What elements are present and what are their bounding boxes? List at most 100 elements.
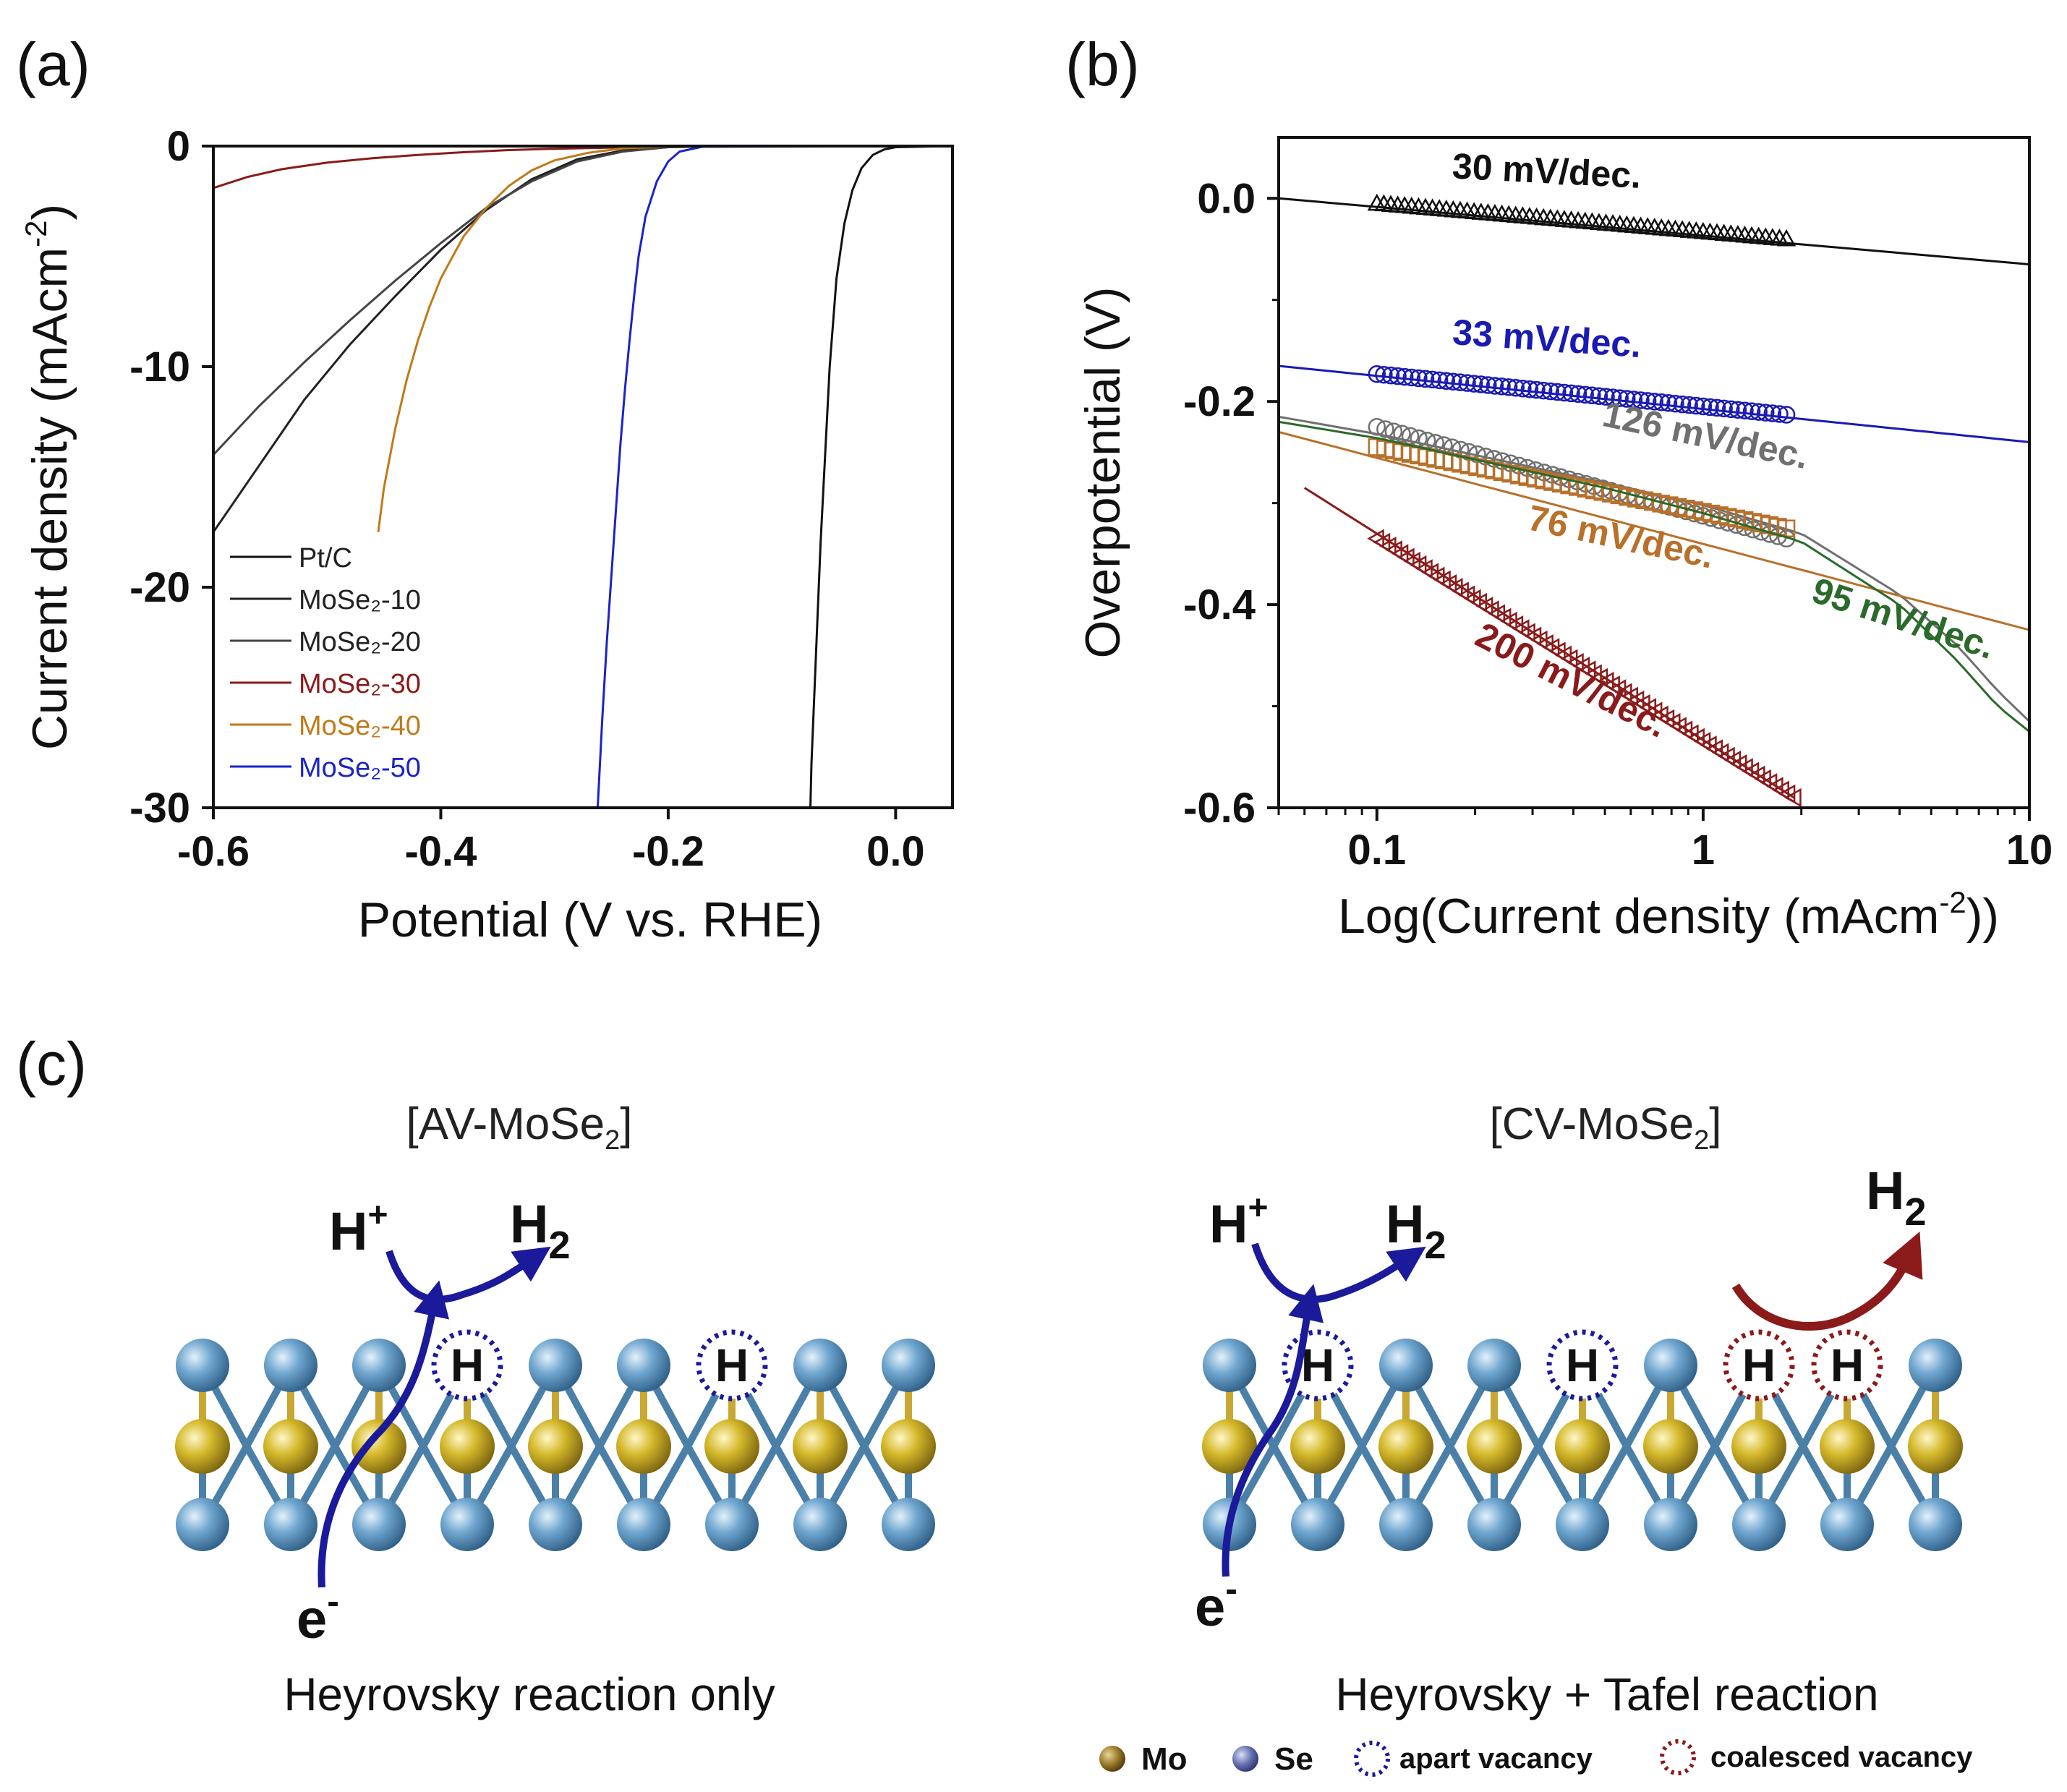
schematic-legend: Mo Se apart vacancy coalesced vacancy (1099, 1739, 1973, 1777)
marker-2 (1548, 383, 1567, 401)
right-caption: Heyrovsky + Tafel reaction (1335, 1668, 1878, 1720)
marker-2 (1389, 367, 1407, 385)
adsorbed-h-label: H (1566, 1339, 1599, 1391)
marker-2 (1423, 370, 1441, 389)
apart-vacancy (696, 1329, 768, 1401)
marker-3 (1384, 422, 1403, 440)
x-tick-label-b: 1 (1692, 827, 1715, 874)
se-atom-top (1203, 1339, 1256, 1392)
marker-2 (1590, 387, 1608, 405)
marker-2 (1750, 403, 1768, 421)
slope-annotation-6: 200 mV/dec. (1470, 615, 1674, 746)
marker-2 (1611, 389, 1629, 407)
mo-atom (1467, 1419, 1522, 1474)
se-atom-bottom (352, 1498, 406, 1551)
legend-label-a: MoSe₂-40 (299, 711, 421, 741)
y-tick-label-b: -0.2 (1183, 378, 1256, 425)
x-tick-label-a: -0.4 (404, 828, 477, 875)
se-atom-top (352, 1339, 406, 1392)
x-tick-label-b: 10 (2006, 827, 2053, 874)
marker-2 (1416, 370, 1435, 388)
marker-2 (1603, 388, 1622, 406)
slope-annotation-5: 95 mV/dec. (1807, 570, 2000, 667)
se-atom-bottom (1909, 1498, 1962, 1551)
marker-2 (1624, 391, 1643, 409)
marker-2 (1583, 386, 1601, 405)
x-axis-label-b-close: )) (1966, 889, 1999, 944)
fit-line-5 (1279, 420, 2029, 733)
mo-atom (1555, 1419, 1610, 1474)
left-caption: Heyrovsky reaction only (284, 1668, 775, 1720)
se-atom-top (1909, 1339, 1962, 1392)
apart-vacancy-legend-icon (1354, 1741, 1390, 1777)
apart-vacancy (431, 1329, 503, 1401)
marker-2 (1520, 380, 1539, 398)
se-atom-top (882, 1339, 935, 1392)
mo-atom (881, 1419, 936, 1474)
se-atom-bottom (529, 1498, 582, 1551)
x-tick-label-a: -0.2 (632, 828, 704, 875)
y-tick-label-b: -0.4 (1183, 581, 1256, 628)
marker-2 (1430, 371, 1449, 390)
panel-label-a: (a) (16, 30, 90, 98)
marker-1 (1776, 229, 1797, 247)
marker-2 (1618, 390, 1636, 408)
adsorbed-h-label: H (1831, 1339, 1864, 1391)
mo-atom (1202, 1419, 1257, 1474)
marker-2 (1499, 378, 1518, 396)
se-atom-bottom (1291, 1498, 1344, 1551)
se-atom-bottom (176, 1498, 229, 1551)
marker-2 (1666, 394, 1684, 413)
marker-2 (1444, 372, 1462, 391)
coalesced-vacancy (1723, 1329, 1795, 1401)
marker-2 (1381, 366, 1400, 385)
se-atom-bottom (617, 1498, 670, 1551)
mo-legend-label: Mo (1141, 1741, 1188, 1777)
legend-label-a: MoSe₂-30 (299, 669, 421, 699)
adsorbed-h-label: H (451, 1339, 484, 1391)
x-tick-label-a: -0.6 (177, 828, 250, 875)
heyrovsky-arrow-left (385, 1246, 551, 1303)
x-axis-label-b-sup: -2 (1939, 885, 1966, 919)
marker-3 (1368, 418, 1386, 436)
marker-2 (1680, 396, 1698, 414)
marker-2 (1701, 398, 1719, 417)
mo-atom (1731, 1419, 1786, 1474)
electron-arrow-right (1222, 1284, 1324, 1577)
coalesced-vacancy (1811, 1329, 1883, 1401)
mo-atom (793, 1419, 848, 1474)
y-tick-label-b: -0.6 (1183, 785, 1256, 832)
right-h2-label: H2 (1386, 1194, 1446, 1267)
mo-atom (616, 1419, 671, 1474)
marker-2 (1708, 398, 1726, 417)
mo-atom (1378, 1419, 1433, 1474)
marker-2 (1653, 393, 1671, 411)
se-atom-bottom (1467, 1498, 1521, 1551)
marker-2 (1722, 400, 1740, 419)
plot-frame-a (212, 145, 954, 809)
mo-atom (1290, 1419, 1345, 1474)
chart-b: 0.1 1 10 0.0 -0.2 -0.4 -0.6 Log(Current density… (1075, 136, 2053, 944)
y-tick-label-a: -20 (129, 564, 190, 611)
mo-atom (1643, 1419, 1698, 1474)
se-atom-top (617, 1339, 670, 1392)
mo-atom (1908, 1419, 1963, 1474)
marker-6 (1784, 788, 1802, 808)
x-axis-label-b: Log(Current density (mAcm-2)) (1338, 885, 1999, 944)
series-line-2 (213, 146, 952, 533)
se-atom-bottom (1556, 1498, 1609, 1551)
series-line-6 (596, 146, 952, 808)
cv-mose2-title: [CV-MoSe2] (1490, 1099, 1722, 1156)
series-line-1 (809, 146, 952, 808)
marker-2 (1569, 385, 1587, 404)
y-axis-label-b: Overpotential (V) (1075, 287, 1130, 659)
se-atom-bottom (264, 1498, 317, 1551)
marker-2 (1763, 404, 1782, 422)
y-tick-label-b: 0.0 (1197, 175, 1256, 222)
adsorbed-h-label: H (1742, 1339, 1776, 1391)
plot-frame-b (1277, 136, 2031, 809)
marker-2 (1632, 391, 1650, 409)
se-atom-top (176, 1339, 229, 1392)
y-axis-label-a-main: Current density (mAcm (22, 247, 77, 750)
